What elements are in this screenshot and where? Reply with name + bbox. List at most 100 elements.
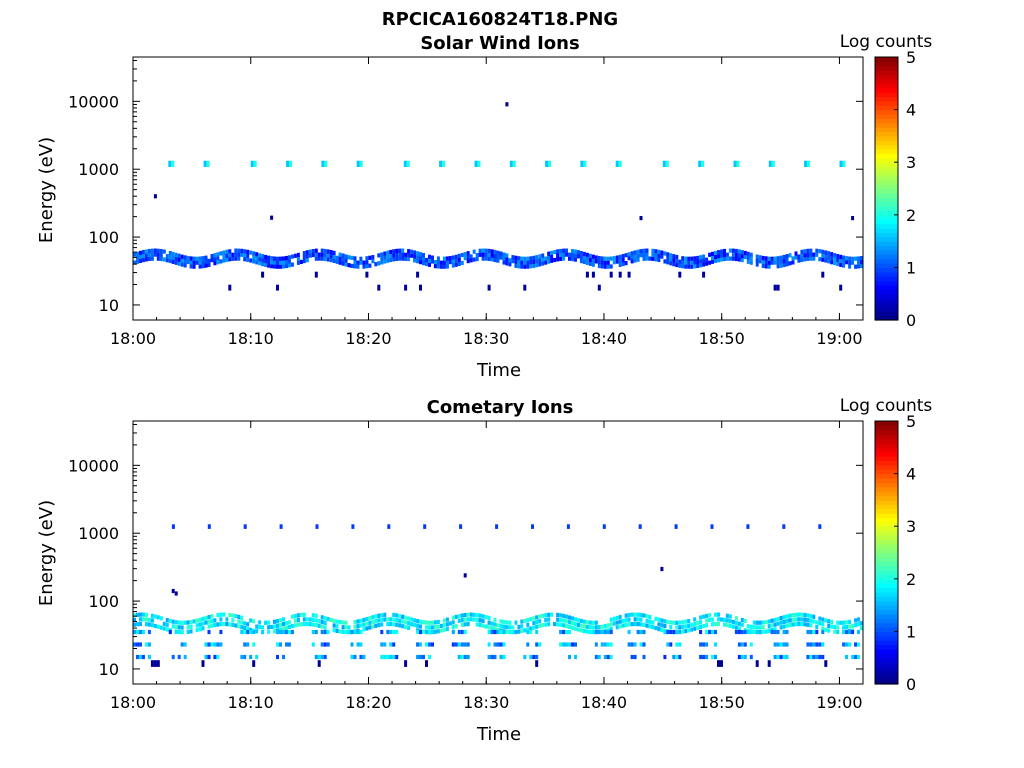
heatmap-cell (779, 259, 783, 264)
heatmap-cell (496, 629, 500, 635)
heatmap-cell (723, 617, 726, 622)
heatmap-cell (845, 260, 849, 265)
heatmap-cell (165, 254, 169, 259)
heatmap-cell (615, 160, 619, 167)
heatmap-cell (809, 654, 813, 660)
heatmap-cell (332, 618, 336, 623)
colorbar-segment (875, 530, 898, 536)
heatmap-cell (854, 618, 858, 623)
heatmap-cell (431, 259, 434, 264)
heatmap-cell (657, 622, 661, 627)
heatmap-cell (139, 654, 142, 660)
heatmap-cell (395, 613, 399, 618)
heatmap-cell (618, 262, 622, 267)
x-tick-label: 18:20 (345, 329, 391, 348)
heatmap-cell (457, 257, 461, 262)
heatmap-cell (845, 624, 849, 630)
heatmap-cell (192, 264, 196, 269)
heatmap-cell (562, 248, 566, 253)
heatmap-cell (425, 257, 428, 263)
heatmap-cell (216, 256, 220, 261)
heatmap-cell (600, 256, 604, 261)
heatmap-cell (582, 255, 586, 261)
heatmap-cell (818, 642, 822, 647)
heatmap-cell (359, 256, 363, 261)
heatmap-cell (597, 629, 601, 635)
heatmap-cell (737, 642, 741, 647)
heatmap-cell (761, 263, 765, 268)
heatmap-cell (395, 248, 399, 253)
heatmap-cell (198, 264, 202, 269)
heatmap-cell (717, 621, 720, 627)
heatmap-cell (538, 619, 542, 624)
heatmap-cell (210, 618, 214, 624)
heatmap-cell (445, 256, 449, 261)
heatmap-cell (490, 626, 494, 631)
heatmap-cell (517, 260, 521, 265)
heatmap-cell (736, 160, 740, 167)
heatmap-cell (523, 628, 527, 633)
heatmap-cell (144, 612, 148, 617)
heatmap-cell (314, 248, 318, 253)
heatmap-cell (541, 613, 545, 618)
heatmap-cell (776, 654, 780, 660)
heatmap-cell (630, 622, 634, 627)
heatmap-cell (225, 253, 229, 258)
heatmap-cell (273, 264, 276, 269)
heatmap-cell (830, 260, 834, 265)
heatmap-cell (782, 615, 786, 620)
heatmap-cell (210, 642, 214, 647)
heatmap-cell (189, 624, 193, 629)
heatmap-cell (755, 625, 759, 630)
colorbar-segment (875, 184, 898, 190)
heatmap-cell (803, 257, 807, 262)
heatmap-cell (183, 263, 187, 268)
heatmap-cell (740, 642, 744, 647)
colorbar-segment (875, 179, 898, 185)
heatmap-cell (487, 615, 491, 621)
heatmap-cell (270, 624, 274, 630)
heatmap-cell (696, 621, 700, 626)
colorbar-segment (875, 447, 898, 453)
heatmap-cell (532, 255, 536, 260)
heatmap-cell (654, 616, 658, 621)
colorbar-segment (875, 122, 898, 128)
heatmap-cell (776, 621, 780, 626)
heatmap-cell (782, 619, 786, 624)
heatmap-cell (782, 642, 786, 647)
colorbar-segment (875, 78, 898, 84)
heatmap-cell (153, 252, 157, 257)
colorbar-segment (875, 276, 898, 282)
heatmap-cell (401, 619, 405, 624)
heatmap-cell (627, 613, 631, 618)
heatmap-cell (663, 619, 667, 624)
heatmap-cell (720, 257, 723, 262)
heatmap-cell (398, 252, 402, 257)
colorbar-tick-label: 0 (906, 675, 916, 694)
heatmap-cell (386, 254, 390, 259)
heatmap-cell (308, 249, 312, 254)
heatmap-cell (228, 612, 232, 618)
heatmap-cell (162, 626, 166, 631)
heatmap-cell (186, 625, 190, 630)
heatmap-cell (463, 622, 467, 627)
heatmap-cell (499, 654, 503, 660)
heatmap-cell (860, 621, 863, 626)
heatmap-cell (463, 252, 467, 257)
heatmap-cell (812, 252, 816, 257)
heatmap-cell (639, 629, 643, 635)
heatmap-cell (380, 642, 384, 647)
heatmap-cell (141, 254, 145, 259)
heatmap-cell (177, 620, 181, 625)
heatmap-cell (305, 254, 309, 259)
colorbar-segment (875, 473, 898, 479)
heatmap-cell (302, 622, 306, 627)
heatmap-cell (460, 613, 464, 618)
colorbar-segment (875, 197, 898, 203)
colorbar-segment (875, 648, 898, 654)
colorbar-segment (875, 578, 898, 584)
heatmap-cell (442, 623, 446, 628)
heatmap-cell (141, 629, 145, 635)
heatmap-cell (356, 619, 360, 624)
heatmap-cell (699, 624, 703, 629)
